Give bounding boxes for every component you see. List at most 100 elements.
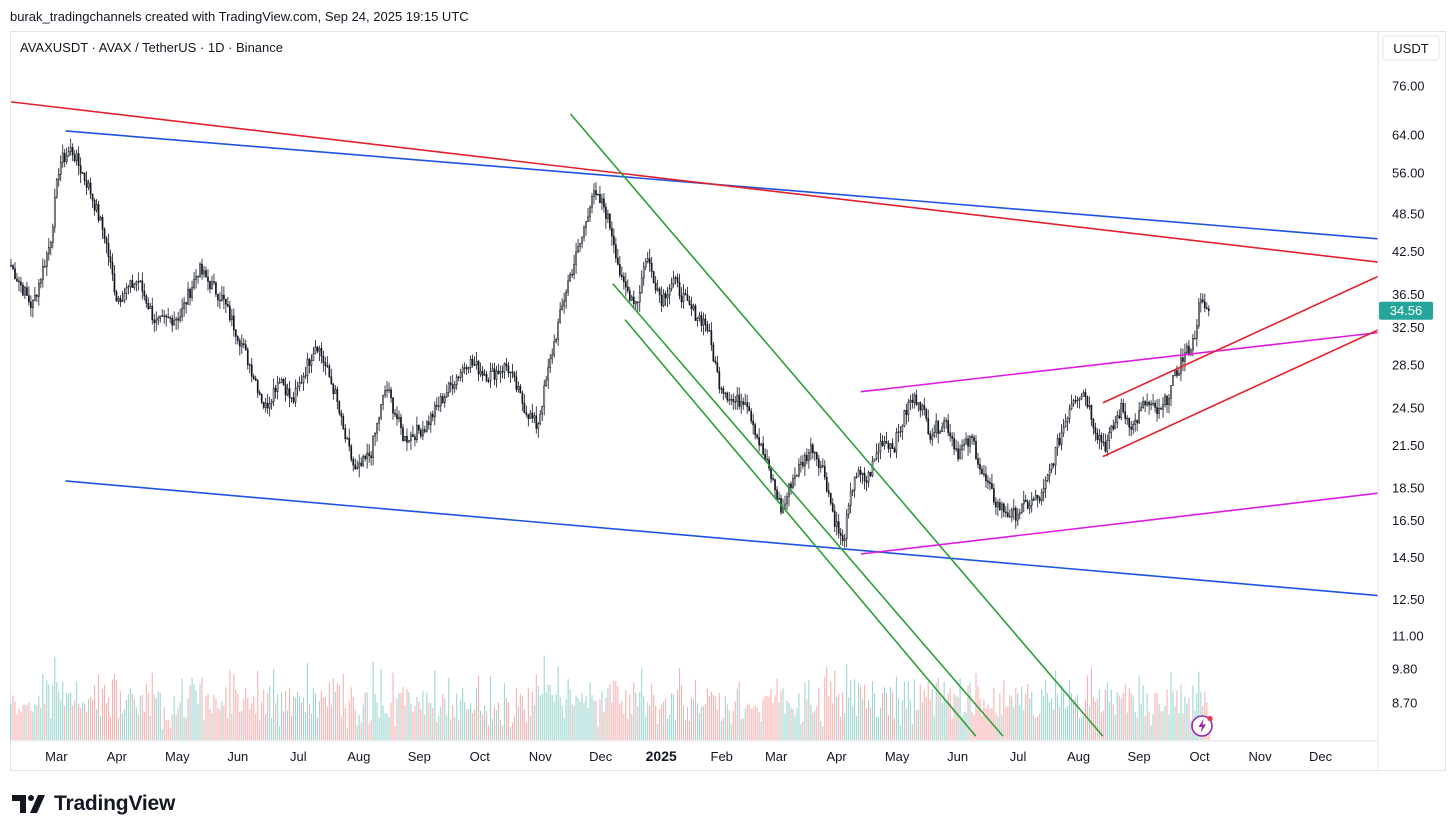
y-tick-label: 8.70 xyxy=(1392,695,1417,710)
volume-bar xyxy=(515,687,517,740)
volume-bar xyxy=(740,719,742,740)
volume-bar xyxy=(1011,696,1013,740)
candle-body xyxy=(1110,425,1113,433)
green-channel-lower-line[interactable] xyxy=(624,319,977,737)
candle-body xyxy=(422,429,424,437)
y-tick-label: 48.50 xyxy=(1392,206,1425,221)
volume-bar xyxy=(131,693,133,740)
volume-bar xyxy=(195,690,197,740)
volume-bar xyxy=(635,692,637,740)
volume-bar xyxy=(923,690,925,740)
green-channel-middle-line[interactable] xyxy=(612,283,1004,737)
candle-body xyxy=(509,371,512,374)
red-rising-channel-lower-line[interactable] xyxy=(1102,329,1378,458)
volume-bar xyxy=(895,676,897,740)
candle-body xyxy=(817,458,820,468)
blue-channel-lower-line[interactable] xyxy=(65,480,1378,597)
volume-bar xyxy=(1009,694,1011,740)
candle-body xyxy=(885,441,888,444)
volume-bar xyxy=(261,702,263,740)
candle-body xyxy=(1014,508,1017,521)
magenta-lower-line[interactable] xyxy=(860,492,1378,555)
volume-bar xyxy=(179,702,181,740)
candle-body xyxy=(965,438,967,445)
volume-bar xyxy=(750,708,752,740)
candle-body xyxy=(328,365,331,378)
candle-body xyxy=(49,242,52,248)
candle-body xyxy=(718,371,721,390)
currency-button[interactable] xyxy=(1382,35,1440,61)
candle-body xyxy=(179,316,181,321)
candle-body xyxy=(539,413,542,424)
candle-body xyxy=(1038,497,1041,501)
volume-bar xyxy=(1027,683,1029,740)
candle-body xyxy=(451,384,454,389)
candle-body xyxy=(533,415,536,419)
volume-bar xyxy=(995,712,997,740)
volume-bar xyxy=(790,707,792,740)
volume-bar xyxy=(583,702,585,740)
candle-body xyxy=(1048,468,1051,476)
candle-body xyxy=(1126,417,1129,420)
candle-body xyxy=(20,281,22,286)
candle-body xyxy=(811,444,814,454)
volume-bar xyxy=(97,674,100,740)
candle-body xyxy=(963,443,965,446)
volume-bar xyxy=(806,699,808,740)
volume-bar xyxy=(975,673,977,740)
volume-bar xyxy=(754,705,756,740)
red-resistance-line[interactable] xyxy=(11,101,1378,263)
tradingview-logo-icon xyxy=(12,795,45,813)
candle-body xyxy=(738,394,741,407)
replay-lightning-icon[interactable] xyxy=(1191,715,1213,737)
candle-body xyxy=(658,288,661,296)
volume-bar xyxy=(507,702,509,740)
candle-body xyxy=(125,287,128,294)
candle-body xyxy=(1106,440,1109,452)
candle-body xyxy=(861,472,864,475)
volume-bar xyxy=(161,729,163,740)
chart-frame xyxy=(10,31,1446,771)
volume-bar xyxy=(312,687,314,740)
volume-bar xyxy=(125,700,127,740)
candle-body xyxy=(416,424,418,441)
tradingview-logo[interactable]: TradingView xyxy=(12,792,175,816)
volume-bar xyxy=(1051,698,1053,740)
candle-body xyxy=(495,370,498,380)
candle-body xyxy=(418,424,420,431)
candle-body xyxy=(284,384,287,396)
volume-bar xyxy=(484,705,486,740)
candle-body xyxy=(786,496,788,505)
candle-body xyxy=(690,304,693,310)
candle-body xyxy=(1036,495,1039,499)
candle-body xyxy=(205,270,207,278)
candle-body xyxy=(636,301,639,303)
candle-body xyxy=(1199,299,1202,304)
time-axis[interactable]: Mar Apr May Jun Jul Aug Sep Oct Nov Dec 2025 Feb Mar… xyxy=(45,748,1332,764)
candle-body xyxy=(73,154,76,162)
candle-body xyxy=(1108,432,1111,441)
magenta-upper-line[interactable] xyxy=(860,331,1378,393)
volume-bar xyxy=(913,679,915,740)
volume-bar xyxy=(223,705,225,740)
candle-body xyxy=(1090,405,1093,420)
candle-body xyxy=(1008,516,1011,518)
candle-body xyxy=(453,384,456,389)
red-rising-channel-upper-line[interactable] xyxy=(1102,275,1378,404)
volume-bar xyxy=(215,698,217,740)
chart-attribution: burak_tradingchannels created with Tradi… xyxy=(10,9,469,24)
candle-body xyxy=(1146,401,1148,406)
volume-bar xyxy=(436,722,438,740)
volume-bar xyxy=(177,708,179,740)
volume-bar xyxy=(322,697,324,740)
price-axis[interactable]: USDT 76.00 64.00 56.00 48.50 42.50 36.50 32.50… xyxy=(11,32,1440,770)
volume-bar xyxy=(828,696,830,740)
volume-bar xyxy=(1049,701,1051,740)
volume-bar xyxy=(296,691,299,740)
candle-body xyxy=(429,413,432,425)
green-channel-upper-line[interactable] xyxy=(569,113,1104,737)
volume-bar xyxy=(696,703,698,740)
candle-body xyxy=(26,287,28,296)
candle-body xyxy=(656,288,659,291)
